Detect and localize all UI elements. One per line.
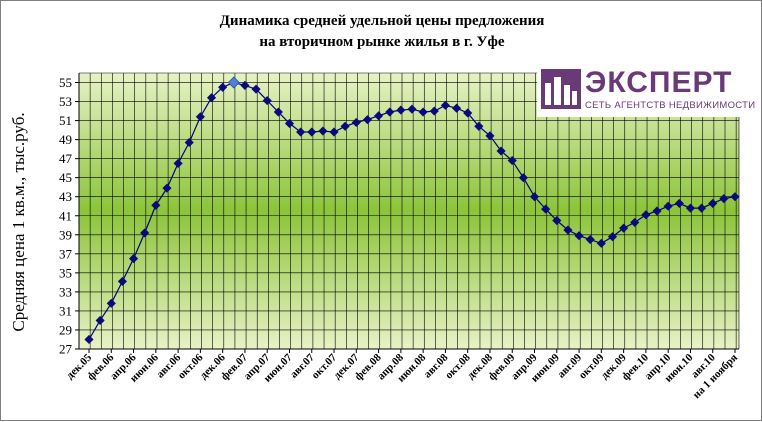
y-tick-label: 39	[59, 227, 72, 242]
data-point	[162, 183, 172, 193]
data-point	[329, 127, 339, 137]
data-point	[619, 223, 629, 233]
data-point	[396, 105, 406, 115]
series-markers	[84, 76, 740, 345]
data-point	[730, 192, 740, 202]
data-point	[630, 217, 640, 227]
data-point	[296, 127, 306, 137]
data-point	[140, 228, 150, 238]
chart-title: Динамика средней удельной цены предложен…	[1, 11, 762, 53]
data-point	[84, 334, 94, 345]
data-point	[262, 96, 272, 106]
data-point	[173, 158, 183, 168]
data-point	[218, 82, 228, 92]
y-tick-label: 35	[59, 265, 72, 280]
data-point	[518, 173, 528, 183]
data-point	[374, 111, 384, 121]
data-point	[362, 115, 373, 125]
y-tick-label: 33	[59, 284, 72, 299]
data-point-highlight	[227, 76, 240, 89]
data-point	[541, 204, 551, 214]
y-tick-label: 53	[59, 94, 72, 109]
y-tick-label: 29	[59, 322, 72, 337]
plot-area	[79, 73, 739, 349]
data-point	[117, 276, 127, 286]
data-point	[496, 146, 506, 156]
data-point	[184, 137, 194, 148]
data-point	[251, 84, 261, 94]
data-point	[719, 194, 729, 204]
y-tick-label: 51	[59, 113, 72, 128]
y-tick-label: 55	[59, 75, 72, 90]
data-point	[552, 215, 562, 226]
data-point	[529, 192, 540, 202]
data-point	[574, 231, 584, 241]
data-point	[607, 232, 618, 242]
data-point	[407, 104, 417, 114]
data-point	[697, 203, 707, 213]
data-point	[641, 210, 651, 220]
y-tick-label: 47	[59, 151, 73, 166]
data-point	[128, 254, 139, 264]
data-point	[340, 121, 350, 131]
data-point	[351, 117, 361, 128]
data-point	[429, 106, 439, 116]
y-tick-label: 43	[59, 189, 72, 204]
data-point	[507, 155, 517, 166]
data-point	[418, 107, 428, 117]
expert-logo: ЭКСПЕРТ СЕТЬ АГЕНТСТВ НЕДВИЖИМОСТИ	[537, 66, 755, 117]
gridlines	[79, 72, 740, 350]
data-point	[151, 200, 161, 210]
data-point	[95, 315, 105, 326]
data-point	[318, 126, 328, 136]
chart-title-line-1: Динамика средней удельной цены предложен…	[219, 13, 545, 29]
data-point	[195, 112, 205, 122]
y-axis-ticks: 27 29 31 33 35 37 39 41 43 45 47 49 51 53 55	[59, 75, 79, 357]
data-point	[440, 100, 450, 110]
data-point	[708, 198, 718, 208]
data-point	[385, 107, 395, 117]
data-point	[106, 298, 116, 308]
data-point	[652, 206, 662, 216]
x-axis-ticks: дек.05фев.06апр.06июн.06авг.06окт.06дек.…	[64, 349, 740, 401]
y-tick-label: 31	[59, 303, 72, 318]
data-point	[585, 234, 595, 245]
data-point	[485, 131, 495, 141]
data-point	[596, 238, 606, 248]
data-point	[307, 127, 317, 137]
logo-subtitle: СЕТЬ АГЕНТСТВ НЕДВИЖИМОСТИ	[585, 100, 756, 111]
y-tick-label: 49	[59, 132, 72, 147]
y-tick-label: 41	[59, 208, 72, 223]
data-point	[463, 108, 473, 118]
logo-word: ЭКСПЕРТ	[585, 66, 733, 99]
data-point	[240, 80, 250, 90]
y-tick-label: 37	[59, 246, 73, 261]
data-point	[685, 203, 696, 213]
data-point	[663, 201, 673, 211]
data-point	[206, 93, 217, 103]
data-point	[563, 225, 573, 235]
chart-title-line-2: на вторичном рынке жилья в г. Уфе	[259, 34, 505, 50]
data-point	[474, 121, 484, 131]
data-point	[674, 198, 684, 208]
y-tick-label: 45	[59, 170, 72, 185]
data-point	[284, 118, 295, 129]
data-point	[273, 107, 283, 117]
logo-building-icon	[541, 69, 581, 109]
y-tick-label: 27	[59, 342, 73, 357]
data-point	[451, 103, 462, 113]
